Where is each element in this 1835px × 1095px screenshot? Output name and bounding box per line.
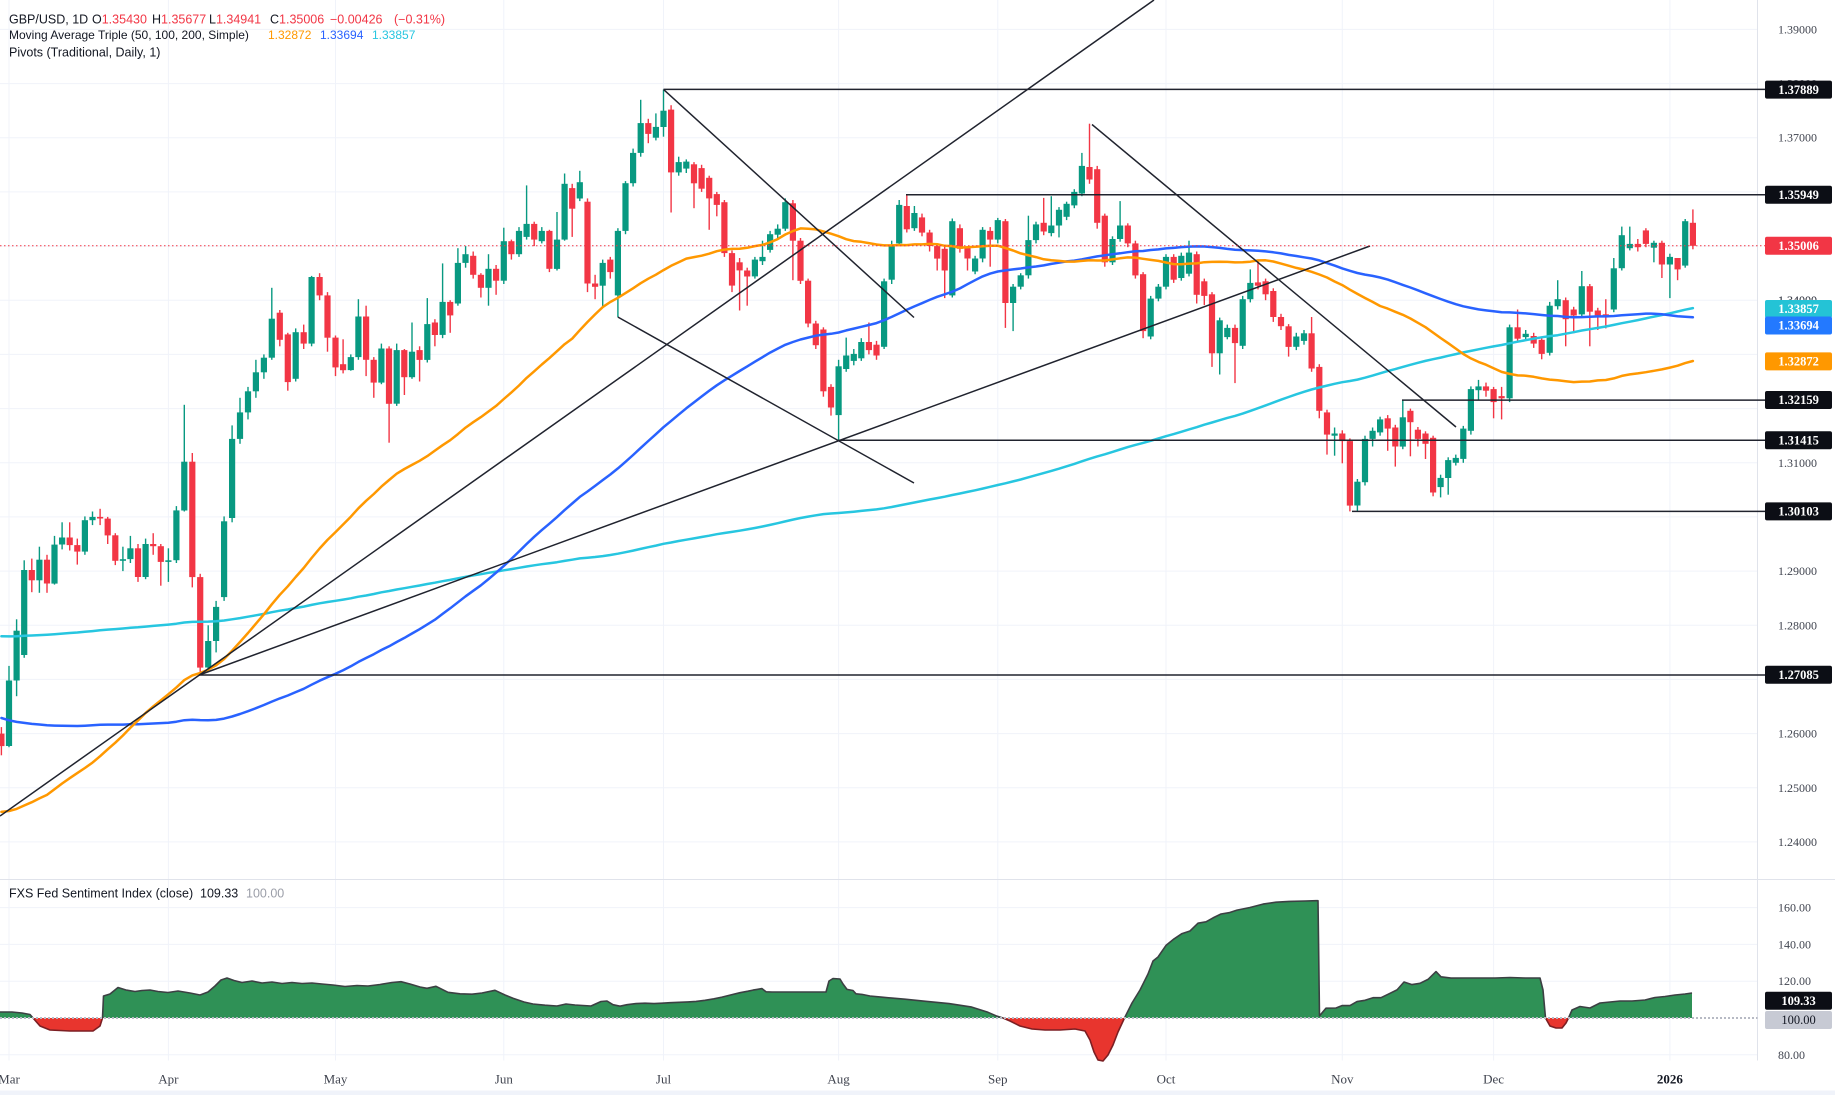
svg-text:1.32159: 1.32159 (1778, 393, 1819, 407)
svg-text:Sep: Sep (988, 1072, 1008, 1087)
svg-text:Pivots (Traditional, Daily, 1): Pivots (Traditional, Daily, 1) (9, 46, 160, 60)
svg-text:1.25000: 1.25000 (1778, 781, 1817, 795)
svg-text:Aug: Aug (827, 1072, 850, 1087)
svg-text:2026: 2026 (1657, 1072, 1684, 1087)
svg-text:1.37000: 1.37000 (1778, 131, 1817, 145)
svg-text:1.39000: 1.39000 (1778, 22, 1817, 36)
svg-text:80.00: 80.00 (1778, 1048, 1805, 1062)
svg-text:1.33694: 1.33694 (1778, 319, 1819, 333)
svg-text:May: May (324, 1072, 348, 1087)
svg-text:Jun: Jun (495, 1072, 514, 1087)
svg-text:109.33: 109.33 (1781, 994, 1815, 1008)
svg-text:1.29000: 1.29000 (1778, 564, 1817, 578)
svg-text:1.24000: 1.24000 (1778, 835, 1817, 849)
svg-text:1.26000: 1.26000 (1778, 727, 1817, 741)
svg-text:1.35006: 1.35006 (1778, 239, 1819, 253)
svg-text:1.32872: 1.32872 (1778, 355, 1819, 369)
svg-text:160.00: 160.00 (1778, 901, 1811, 915)
svg-text:1.30103: 1.30103 (1778, 505, 1819, 519)
svg-text:Dec: Dec (1483, 1072, 1504, 1087)
svg-text:Oct: Oct (1157, 1072, 1176, 1087)
svg-text:Nov: Nov (1331, 1072, 1354, 1087)
svg-text:100.00: 100.00 (1781, 1013, 1815, 1027)
svg-text:120.00: 120.00 (1778, 974, 1811, 988)
svg-text:Jul: Jul (656, 1072, 672, 1087)
svg-text:1.35949: 1.35949 (1778, 188, 1819, 202)
svg-text:Mar: Mar (0, 1072, 20, 1087)
svg-text:1.28000: 1.28000 (1778, 618, 1817, 632)
svg-text:Apr: Apr (158, 1072, 179, 1087)
svg-text:1.27085: 1.27085 (1778, 668, 1819, 682)
svg-text:FXS Fed Sentiment Index (close: FXS Fed Sentiment Index (close) 109.33 100… (9, 887, 284, 901)
svg-text:1.31000: 1.31000 (1778, 456, 1817, 470)
svg-text:1.37889: 1.37889 (1778, 83, 1819, 97)
svg-text:1.31415: 1.31415 (1778, 434, 1819, 448)
svg-text:Moving Average Triple (50, 100: Moving Average Triple (50, 100, 200, Sim… (9, 28, 416, 42)
svg-text:1.33857: 1.33857 (1778, 302, 1819, 316)
svg-text:140.00: 140.00 (1778, 937, 1811, 951)
